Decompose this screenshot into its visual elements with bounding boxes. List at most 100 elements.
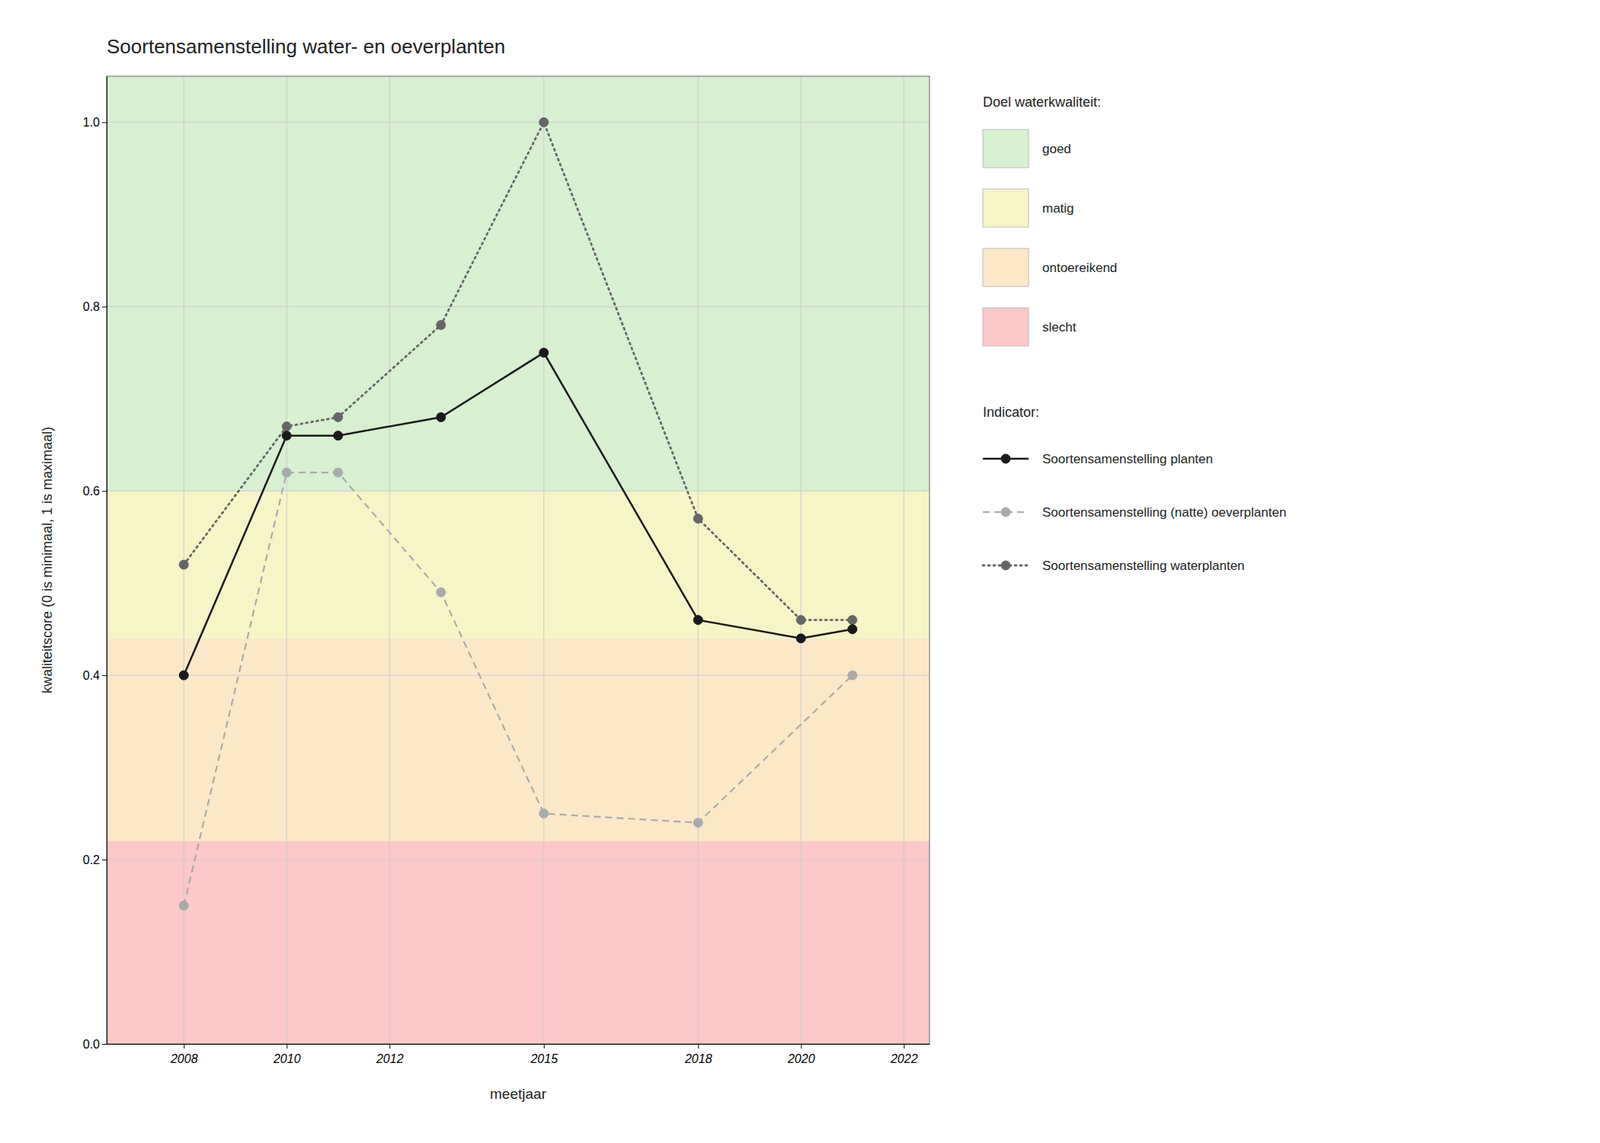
x-tick-label: 2022 [889,1052,919,1066]
x-axis: 2008 2010 2012 2015 2018 2020 2022 [107,1043,931,1066]
x-tick-mark [800,1043,802,1049]
y-tick: 1.0 [83,115,107,129]
y-tick-label: 0.6 [83,484,100,498]
x-tick-mark [544,1043,545,1049]
legend-entry: ontoereikend [982,248,1117,287]
x-tick-mark [903,1043,905,1049]
series-point [333,467,343,477]
grid-line [106,306,930,308]
y-tick-mark [102,490,107,492]
legend-label: goed [1042,141,1072,157]
series-point [281,467,292,477]
y-tick-label: 0.0 [83,1037,100,1051]
series-point [281,422,292,432]
x-tick: 2015 [529,1043,558,1066]
x-tick-label: 2008 [169,1052,199,1066]
series-line [183,472,853,906]
legend-label: Soortensamenstelling waterplanten [1042,558,1245,573]
legend-marker [1001,507,1011,517]
x-axis-line [107,1043,931,1045]
y-tick-label: 0.4 [83,668,100,682]
legend-label: slecht [1042,320,1077,335]
x-tick: 2020 [787,1043,816,1066]
series-point [848,670,858,680]
series-point [693,514,703,524]
y-tick: 0.6 [83,484,107,498]
plot: 2008 2010 2012 2015 2018 2020 2022 0.0 0.2 0.4 0.6… [83,76,931,1066]
y-tick-label: 0.8 [83,300,100,314]
series [179,348,858,680]
legend-swatch [982,129,1029,168]
legend-marker [1001,454,1011,464]
grid-line [106,490,930,492]
series-point [796,615,806,625]
y-tick: 0.0 [83,1037,107,1051]
zone [106,841,930,1044]
y-axis: 0.0 0.2 0.4 0.6 0.8 1.0 [83,76,108,1051]
grid-line [286,76,288,1044]
zone [106,76,930,491]
grid-line [106,859,930,861]
legend-entry: slecht [982,307,1077,346]
chart: 2008 2010 2012 2015 2018 2020 2022 0.0 0.2 0.4 0.6… [0,0,1600,1143]
x-tick: 2018 [684,1043,713,1066]
series-layer [179,117,858,910]
series-point [333,431,343,441]
zone [106,490,930,639]
legend-swatch [982,188,1029,228]
series-point [333,412,343,423]
legend-title: Indicator: [982,404,1040,420]
legend-entry: Soortensamenstelling (natte) oeverplante… [982,505,1287,520]
legend-title: Doel waterkwaliteit: [982,94,1101,110]
zones [106,76,930,1044]
y-tick: 0.8 [83,300,107,314]
x-tick: 2008 [169,1043,199,1066]
legend-swatch [982,248,1029,287]
grid-line [106,675,930,676]
series-point [179,901,189,911]
x-tick-mark [183,1043,185,1049]
grid-line [903,76,905,1044]
x-tick-label: 2018 [684,1052,713,1066]
series-point [436,412,446,423]
legend-label: ontoereikend [1042,260,1117,276]
series-point [539,348,549,358]
series-point [179,670,189,680]
series-point [848,624,858,634]
legend-label: Soortensamenstelling (natte) oeverplante… [1042,505,1287,520]
x-tick: 2010 [272,1043,301,1066]
grid-line [543,76,544,1044]
series-point [796,633,806,644]
series [179,467,858,910]
y-tick-mark [102,1043,107,1045]
series-point [539,117,549,127]
x-tick-mark [286,1043,288,1049]
y-tick-mark [102,675,107,676]
series-line [183,352,853,676]
zone [106,638,930,842]
x-tick: 2012 [375,1043,404,1066]
series-point [436,320,446,330]
x-axis-title: meetjaar [489,1085,548,1102]
series [179,117,858,624]
legend-entry: goed [982,129,1072,168]
y-tick-label: 1.0 [83,115,100,129]
x-tick-label: 2010 [272,1052,301,1066]
y-tick-label: 0.2 [83,853,100,867]
series-point [539,809,549,819]
legend-marker [1001,560,1011,570]
legend-swatch [982,307,1029,346]
legend-entry: Soortensamenstelling waterplanten [982,558,1245,573]
x-tick-mark [697,1043,699,1049]
legend-entry: matig [982,188,1075,228]
grid [106,76,930,1044]
y-tick-mark [102,121,107,123]
y-tick: 0.2 [83,853,107,867]
x-tick-label: 2015 [529,1052,558,1066]
y-axis-line [106,76,108,1045]
chart-title: Soortensamenstelling water- en oeverplan… [106,35,506,58]
grid-line [389,76,391,1044]
grid-line [800,76,802,1044]
series-point [179,560,189,570]
series-point [848,615,858,625]
